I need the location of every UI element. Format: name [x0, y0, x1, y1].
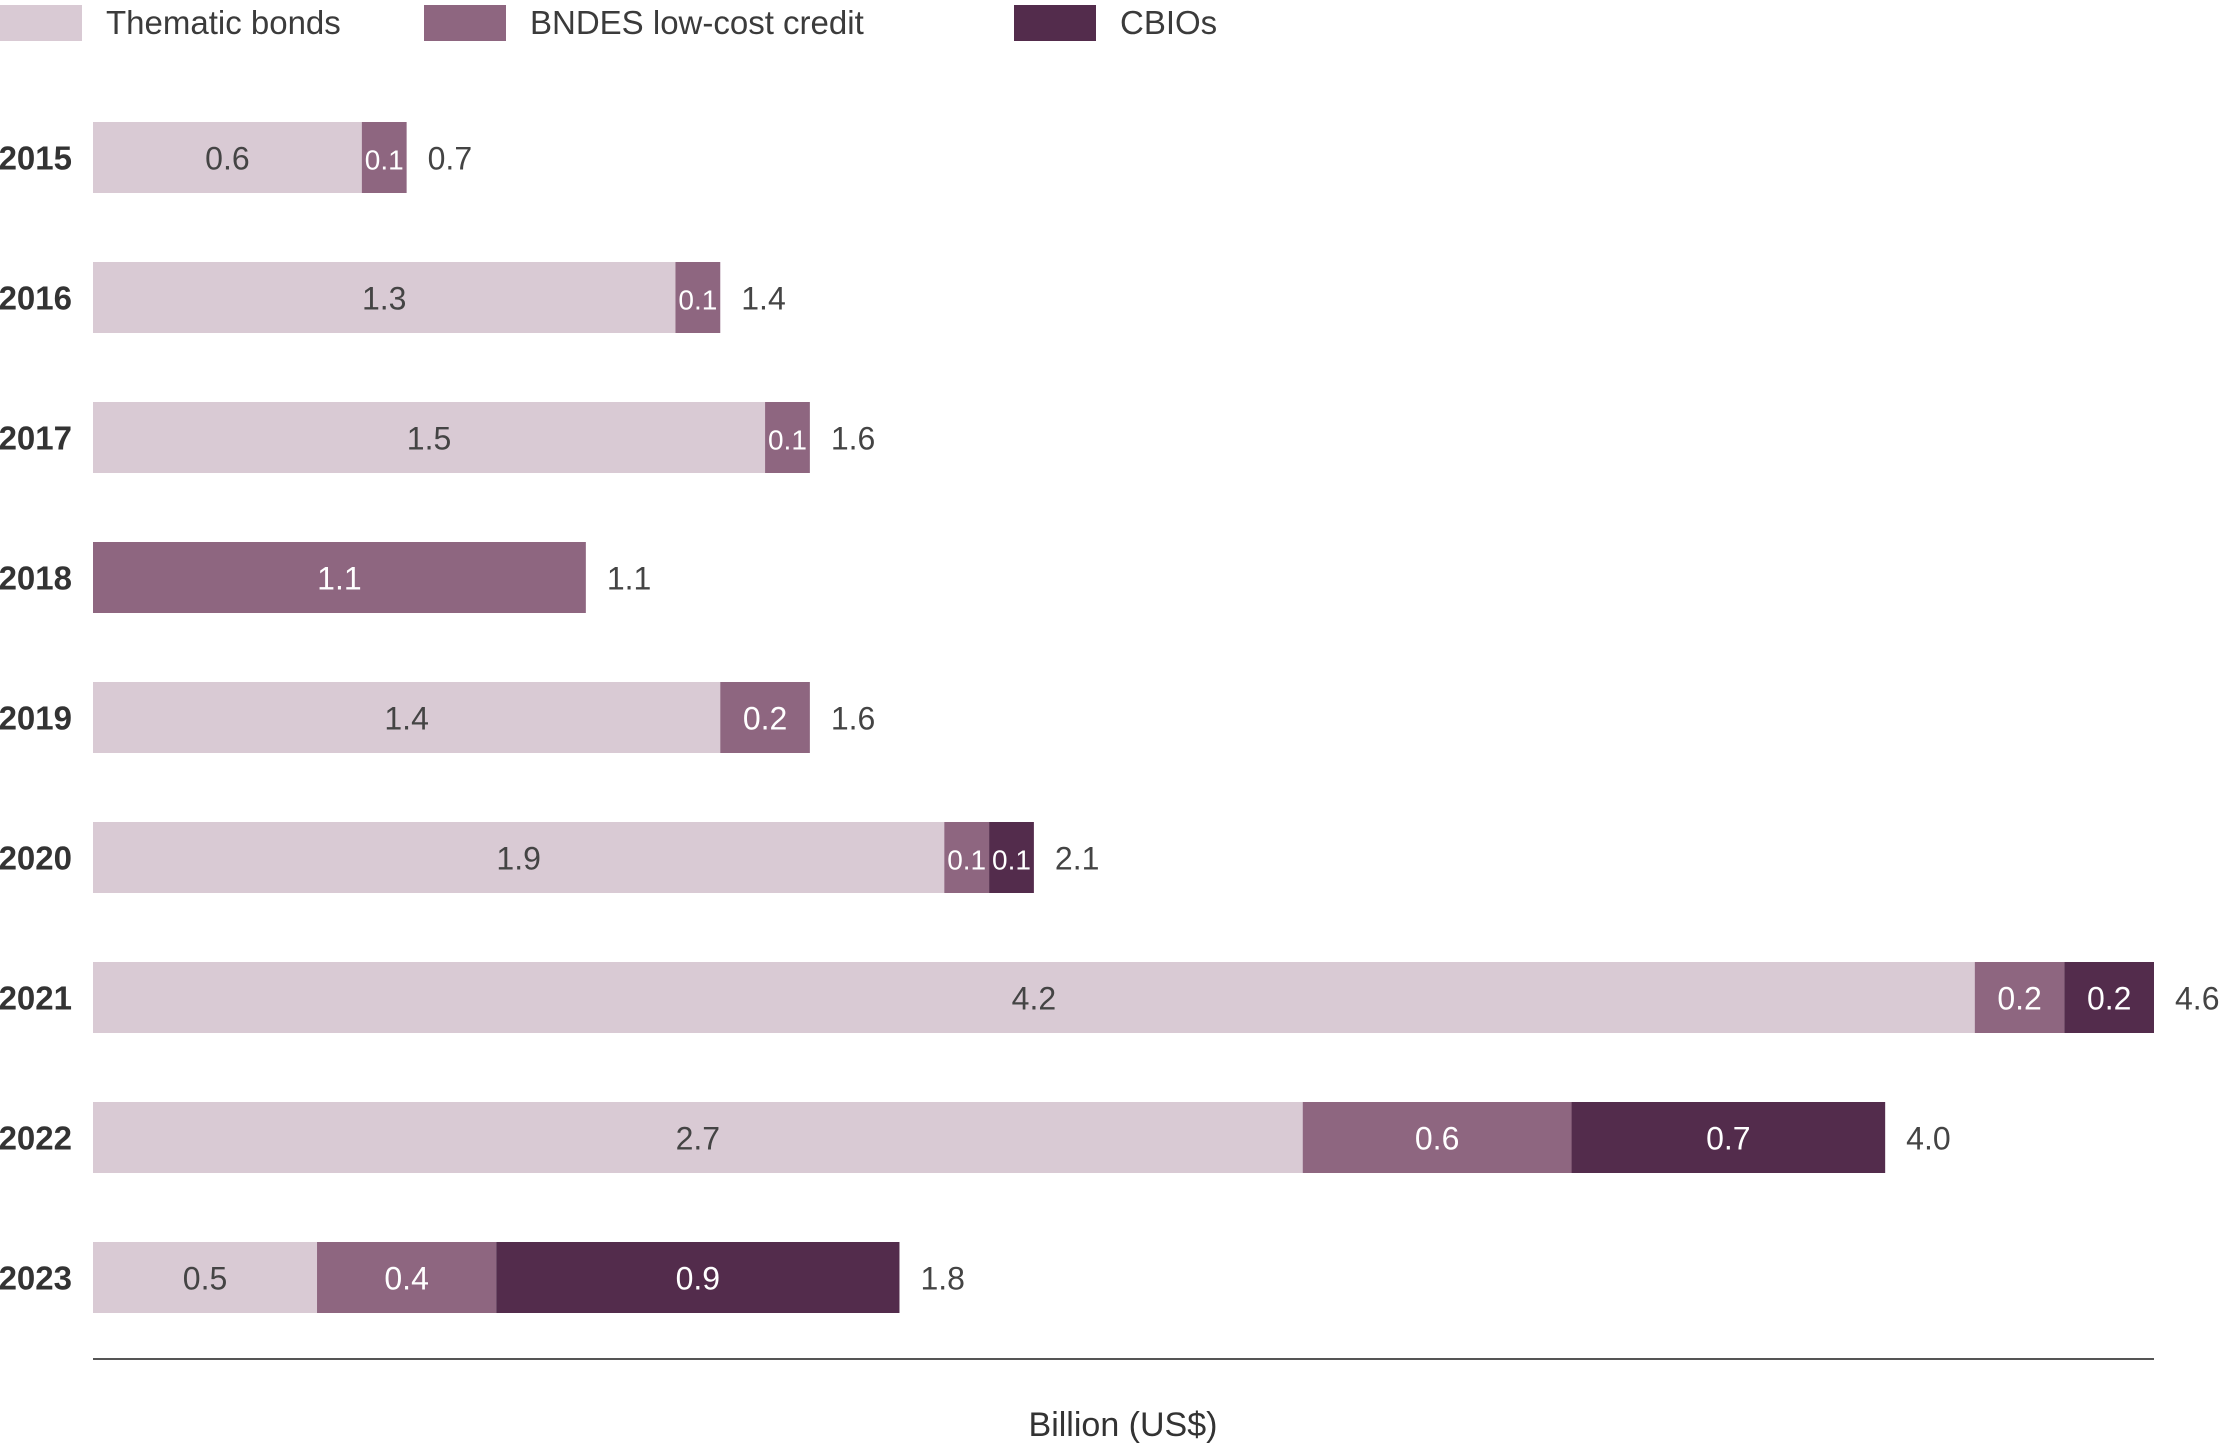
data-label-thematic-bonds-2015: 0.6	[205, 141, 249, 177]
bar-thematic-bonds-2022	[93, 1102, 1303, 1173]
data-label-bndes-low-cost-credit-2021: 0.2	[1997, 981, 2041, 1017]
legend-label-thematic-bonds: Thematic bonds	[106, 4, 341, 41]
total-label-2020: 2.1	[1055, 841, 1099, 877]
bar-cbios-2023	[496, 1242, 900, 1313]
legend-swatch-bndes-low-cost-credit	[424, 5, 506, 41]
data-label-bndes-low-cost-credit-2022: 0.6	[1415, 1121, 1459, 1157]
y-tick-label-2018: 2018	[0, 560, 72, 597]
total-label-2018: 1.1	[607, 561, 651, 597]
bar-cbios-2022	[1571, 1102, 1886, 1173]
bar-cbios-2021	[2064, 962, 2154, 1033]
data-label-thematic-bonds-2021: 4.2	[1012, 981, 1056, 1017]
y-tick-label-2021: 2021	[0, 980, 72, 1017]
data-label-thematic-bonds-2022: 2.7	[676, 1121, 720, 1157]
bar-bndes-low-cost-credit-2016	[675, 262, 721, 333]
y-tick-label-2015: 2015	[0, 140, 72, 177]
data-label-thematic-bonds-2023: 0.5	[183, 1261, 227, 1297]
data-label-bndes-low-cost-credit-2017: 0.1	[768, 425, 807, 456]
legend-item-bndes-low-cost-credit: BNDES low-cost credit	[424, 4, 864, 42]
bar-thematic-bonds-2015	[93, 122, 362, 193]
legend-label-cbios: CBIOs	[1120, 4, 1218, 41]
x-axis-label: Billion (US$)	[1029, 1406, 1218, 1444]
total-label-2015: 0.7	[428, 141, 472, 177]
y-tick-label-2020: 2020	[0, 840, 72, 877]
bar-bndes-low-cost-credit-2019	[720, 682, 810, 753]
bar-thematic-bonds-2020	[93, 822, 945, 893]
data-label-thematic-bonds-2020: 1.9	[496, 841, 540, 877]
data-label-cbios-2021: 0.2	[2087, 981, 2131, 1017]
y-tick-label-2017: 2017	[0, 420, 72, 457]
legend: Thematic bonds BNDES low-cost credit CBI…	[0, 0, 2219, 50]
data-label-bndes-low-cost-credit-2015: 0.1	[365, 145, 404, 176]
bar-thematic-bonds-2019	[93, 682, 721, 753]
bar-bndes-low-cost-credit-2017	[765, 402, 810, 473]
y-tick-label-2016: 2016	[0, 280, 72, 317]
bar-thematic-bonds-2016	[93, 262, 676, 333]
legend-swatch-thematic-bonds	[0, 5, 82, 41]
legend-swatch-cbios	[1014, 5, 1096, 41]
legend-item-cbios: CBIOs	[1014, 4, 1217, 42]
total-label-2019: 1.6	[831, 701, 875, 737]
legend-item-thematic-bonds: Thematic bonds	[0, 4, 341, 42]
data-label-cbios-2023: 0.9	[676, 1261, 720, 1297]
total-label-2017: 1.6	[831, 421, 875, 457]
bar-thematic-bonds-2021	[93, 962, 1975, 1033]
total-label-2021: 4.6	[2175, 981, 2219, 1017]
total-label-2023: 1.8	[920, 1261, 964, 1297]
bar-thematic-bonds-2017	[93, 402, 766, 473]
legend-label-bndes-low-cost-credit: BNDES low-cost credit	[530, 4, 864, 41]
total-label-2016: 1.4	[741, 281, 785, 317]
y-tick-label-2019: 2019	[0, 700, 72, 737]
total-label-2022: 4.0	[1906, 1121, 1950, 1157]
data-label-bndes-low-cost-credit-2018: 1.1	[317, 561, 361, 597]
data-label-thematic-bonds-2016: 1.3	[362, 281, 406, 317]
y-tick-label-2022: 2022	[0, 1120, 72, 1157]
data-label-cbios-2022: 0.7	[1706, 1121, 1750, 1157]
data-label-bndes-low-cost-credit-2023: 0.4	[384, 1261, 428, 1297]
bar-bndes-low-cost-credit-2020	[944, 822, 990, 893]
bar-bndes-low-cost-credit-2023	[317, 1242, 497, 1313]
data-label-thematic-bonds-2017: 1.5	[407, 421, 451, 457]
bar-bndes-low-cost-credit-2015	[361, 122, 407, 193]
data-label-bndes-low-cost-credit-2016: 0.1	[678, 285, 717, 316]
data-label-bndes-low-cost-credit-2019: 0.2	[743, 701, 787, 737]
y-tick-label-2023: 2023	[0, 1260, 72, 1297]
bar-cbios-2020	[989, 822, 1034, 893]
data-label-bndes-low-cost-credit-2020: 0.1	[947, 845, 986, 876]
data-label-cbios-2020: 0.1	[992, 845, 1031, 876]
data-label-thematic-bonds-2019: 1.4	[384, 701, 428, 737]
bar-bndes-low-cost-credit-2021	[1974, 962, 2065, 1033]
bar-bndes-low-cost-credit-2022	[1302, 1102, 1572, 1173]
bar-bndes-low-cost-credit-2018	[93, 542, 586, 613]
bar-thematic-bonds-2023	[93, 1242, 318, 1313]
